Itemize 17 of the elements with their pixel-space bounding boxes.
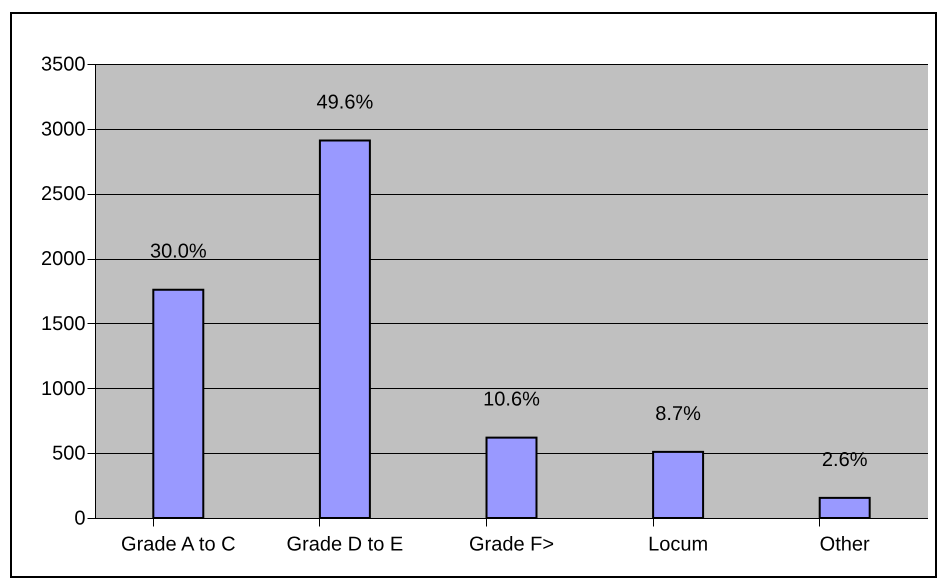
y-tick-label: 500 bbox=[52, 442, 86, 465]
y-tick-label: 0 bbox=[74, 508, 86, 530]
y-tick-label: 3500 bbox=[41, 54, 86, 76]
x-tick-label: Locum bbox=[648, 534, 708, 556]
y-tick-label: 1000 bbox=[41, 378, 86, 400]
y-tick-label: 1500 bbox=[41, 312, 86, 335]
annotation: 10.6% bbox=[483, 388, 540, 411]
x-tick-label: Grade D to E bbox=[286, 534, 404, 556]
x-tick-label: Grade F> bbox=[468, 534, 554, 556]
y-tick-label: 2500 bbox=[41, 183, 86, 206]
y-tick-label: 2000 bbox=[41, 248, 86, 270]
y-tick-label: 3000 bbox=[41, 118, 86, 140]
annotation: 8.7% bbox=[655, 402, 702, 425]
annotation: 30.0% bbox=[150, 240, 207, 263]
annotation: 49.6% bbox=[316, 92, 374, 114]
x-tick-label: Other bbox=[820, 534, 870, 556]
x-tick-label: Grade A to C bbox=[121, 534, 236, 556]
